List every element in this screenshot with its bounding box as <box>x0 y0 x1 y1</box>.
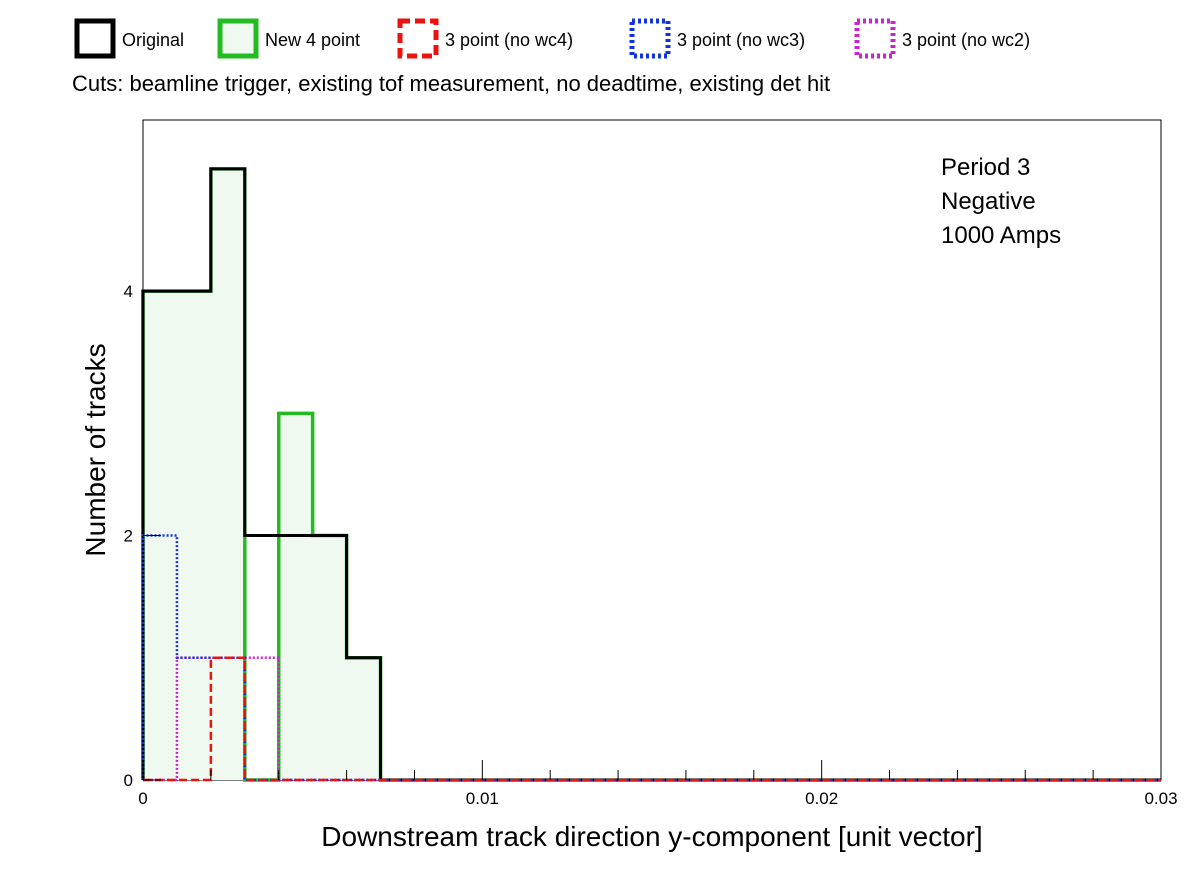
annotation-line: Negative <box>941 188 1036 215</box>
bin-bar <box>347 658 381 780</box>
series-line <box>143 656 1161 782</box>
series-3-point-no-wc3 <box>141 534 1161 782</box>
bin-bar <box>211 658 245 780</box>
legend-label: 3 point (no wc4) <box>445 30 573 50</box>
x-tick-label: 0 <box>138 789 147 808</box>
legend-swatch <box>217 18 259 59</box>
x-tick-label: 0.02 <box>805 789 838 808</box>
legend-entry: 3 point (no wc4) <box>397 18 573 59</box>
series-3-point-no-wc4 <box>143 656 1161 782</box>
axis-ticks: 0 0.01 0.02 0.03 0 2 4 <box>124 282 1178 808</box>
legend-label: Original <box>122 30 184 50</box>
x-tick-label: 0.01 <box>466 789 499 808</box>
series-line <box>141 534 1161 782</box>
series-3-point-no-wc2 <box>143 656 1161 782</box>
legend-swatch <box>629 18 671 59</box>
series-area <box>143 168 381 780</box>
y-tick-label: 2 <box>124 527 133 546</box>
bin-bar <box>177 658 211 780</box>
legend-entry: Original <box>74 18 184 59</box>
annotation-block: Period 3 Negative 1000 Amps <box>941 154 1061 249</box>
series-layer <box>141 167 1161 782</box>
series-line <box>141 167 1161 782</box>
y-tick-label: 4 <box>124 282 133 301</box>
legend-entry: 3 point (no wc2) <box>854 18 1030 59</box>
legend-swatch <box>397 18 439 59</box>
annotation-line: Period 3 <box>941 154 1030 181</box>
legend-entry: 3 point (no wc3) <box>629 18 805 59</box>
legend-label: 3 point (no wc2) <box>902 30 1030 50</box>
series-line <box>143 656 1161 782</box>
series-original <box>141 167 1161 782</box>
cuts-label: Cuts: beamline trigger, existing tof mea… <box>72 71 830 96</box>
annotation-line: 1000 Amps <box>941 222 1061 249</box>
y-tick-label: 0 <box>124 771 133 790</box>
x-axis-title: Downstream track direction y-component [… <box>321 821 982 852</box>
x-tick-label: 0.03 <box>1144 789 1177 808</box>
legend-label: 3 point (no wc3) <box>677 30 805 50</box>
legend-entry: New 4 point <box>217 18 360 59</box>
legend: Original New 4 point 3 point (no wc4) 3 poi… <box>74 18 1030 59</box>
bin-bar <box>279 536 313 780</box>
bin-bar <box>143 536 177 780</box>
legend-swatch <box>74 18 116 59</box>
bin-bar <box>313 536 347 780</box>
legend-swatch <box>854 18 896 59</box>
legend-label: New 4 point <box>265 30 360 50</box>
bin-bar <box>245 658 279 780</box>
y-axis-title: Number of tracks <box>80 343 111 556</box>
